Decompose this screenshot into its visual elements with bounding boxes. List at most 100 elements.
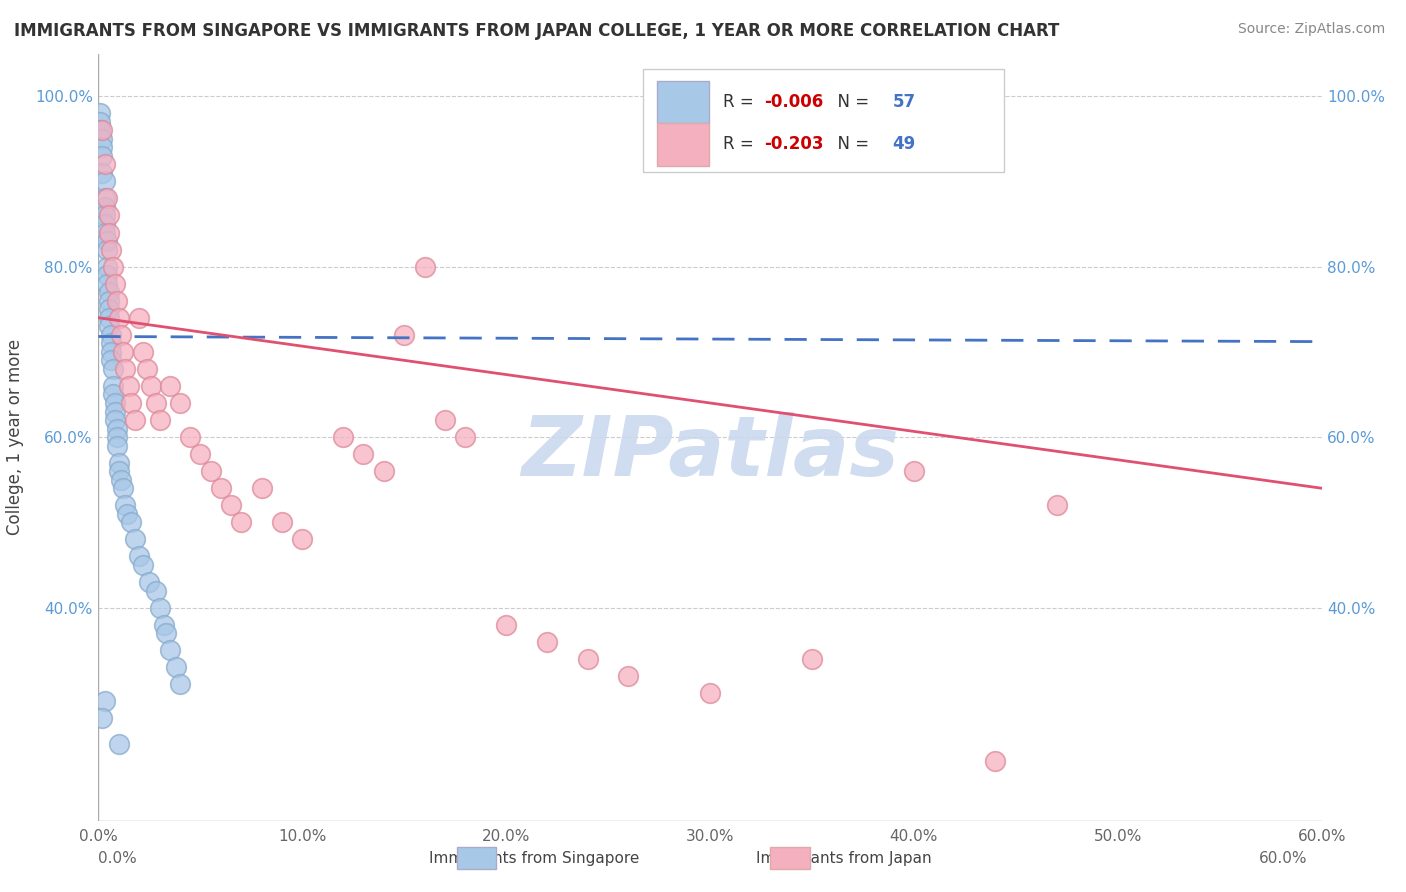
Point (97, 209, 120, 223)
FancyBboxPatch shape (658, 123, 709, 166)
Point (97, 226, 120, 240)
Point (105, 430, 128, 444)
Point (576, 651, 599, 665)
Point (101, 362, 124, 376)
Point (105, 421, 128, 435)
Point (536, 634, 558, 648)
Text: Source: ZipAtlas.com: Source: ZipAtlas.com (1237, 22, 1385, 37)
Point (373, 464, 395, 478)
Point (101, 387, 124, 401)
Point (159, 379, 181, 393)
FancyBboxPatch shape (658, 81, 709, 123)
Point (159, 643, 181, 657)
Point (120, 516, 142, 530)
Point (392, 327, 416, 342)
Point (91, 166, 114, 180)
Point (114, 362, 136, 376)
Point (1045, 498, 1069, 512)
Point (136, 362, 159, 376)
Text: IMMIGRANTS FROM SINGAPORE VS IMMIGRANTS FROM JAPAN COLLEGE, 1 YEAR OR MORE CORRE: IMMIGRANTS FROM SINGAPORE VS IMMIGRANTS … (14, 22, 1060, 40)
Point (91, 149, 114, 163)
Point (108, 456, 131, 470)
Point (104, 404, 127, 418)
Point (132, 558, 155, 572)
Point (413, 260, 436, 274)
Point (291, 533, 314, 547)
Point (903, 464, 925, 478)
Text: N =: N = (828, 136, 875, 153)
Point (801, 651, 824, 665)
Point (108, 464, 131, 478)
Text: R =: R = (724, 136, 759, 153)
Point (91, 711, 114, 725)
Point (93, 217, 115, 231)
Point (352, 447, 374, 461)
Point (100, 336, 122, 351)
Point (141, 379, 163, 393)
Point (152, 617, 174, 632)
Point (93, 191, 115, 205)
Text: 60.0%: 60.0% (1260, 851, 1308, 865)
Point (145, 583, 167, 598)
Point (108, 310, 131, 325)
Point (89, 114, 111, 128)
Point (165, 660, 187, 674)
Point (100, 353, 122, 368)
Point (89, 123, 111, 137)
Text: ZIPatlas: ZIPatlas (522, 412, 898, 493)
Point (169, 677, 191, 691)
Point (169, 396, 191, 410)
Point (250, 481, 273, 495)
Point (104, 413, 127, 427)
Point (91, 132, 114, 146)
Point (89, 106, 111, 120)
Point (97, 310, 120, 325)
Point (111, 344, 134, 359)
Point (128, 310, 150, 325)
Point (97, 285, 120, 300)
Point (105, 293, 128, 308)
Point (100, 243, 122, 257)
Point (101, 379, 124, 393)
Point (984, 754, 1007, 768)
Point (111, 481, 134, 495)
Point (114, 498, 136, 512)
Point (104, 277, 127, 291)
Point (200, 464, 222, 478)
Point (138, 574, 160, 589)
Text: Immigrants from Japan: Immigrants from Japan (756, 851, 931, 865)
Point (115, 507, 138, 521)
Point (93, 200, 115, 214)
Point (231, 516, 253, 530)
Text: Immigrants from Singapore: Immigrants from Singapore (429, 851, 640, 865)
Point (96, 191, 118, 205)
Point (91, 140, 114, 154)
Point (97, 302, 120, 317)
Point (91, 123, 114, 137)
Point (96, 243, 118, 257)
Point (100, 327, 122, 342)
Point (101, 260, 124, 274)
Text: -0.006: -0.006 (763, 93, 823, 111)
Point (495, 617, 517, 632)
Point (97, 319, 120, 334)
Point (617, 669, 640, 683)
Point (179, 430, 201, 444)
Point (124, 413, 146, 427)
Point (96, 234, 118, 248)
Point (110, 327, 132, 342)
Point (100, 344, 122, 359)
Text: R =: R = (724, 93, 759, 111)
Point (93, 226, 115, 240)
Point (124, 533, 146, 547)
Point (93, 209, 115, 223)
Text: -0.203: -0.203 (763, 136, 824, 153)
Y-axis label: College, 1 year or more: College, 1 year or more (6, 339, 24, 535)
Text: 49: 49 (893, 136, 915, 153)
Point (118, 379, 141, 393)
Point (108, 737, 131, 751)
Point (93, 174, 115, 188)
Point (270, 516, 294, 530)
Point (332, 430, 354, 444)
Point (454, 430, 477, 444)
